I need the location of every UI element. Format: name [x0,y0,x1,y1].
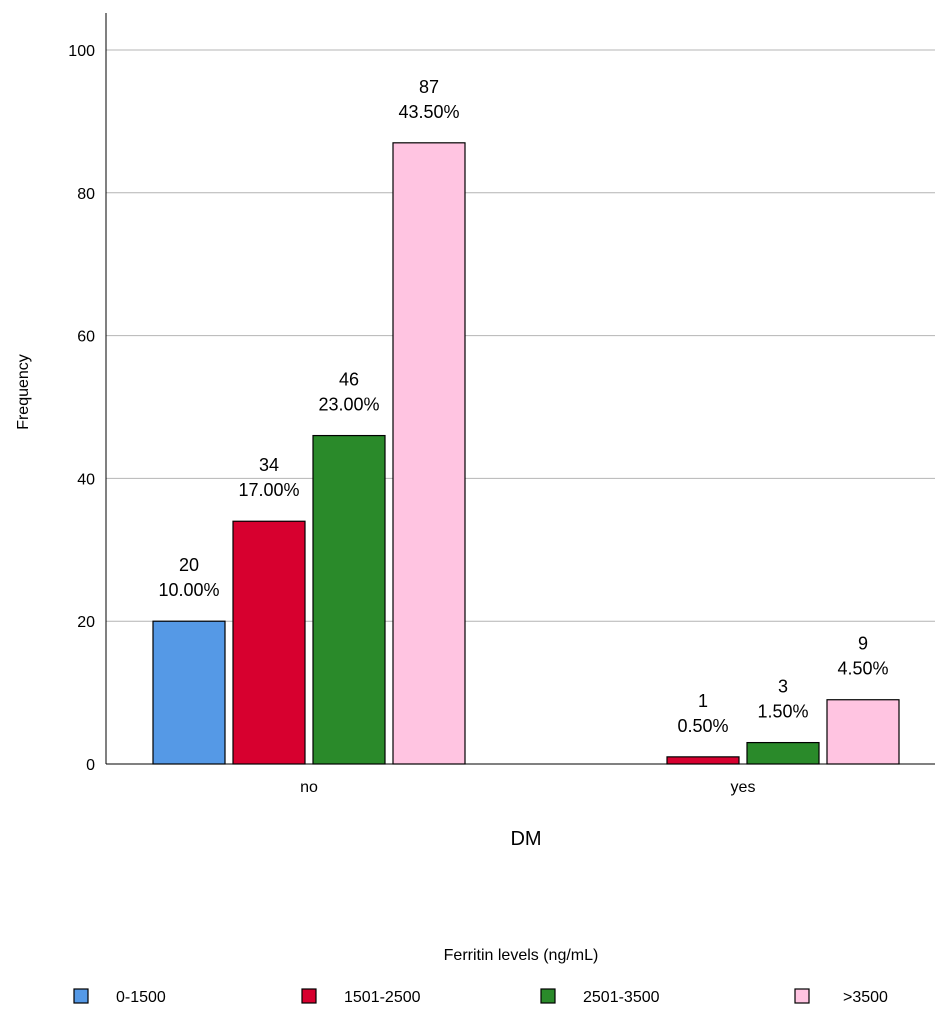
bar [232,520,306,765]
x-category-label: no [300,779,318,796]
legend-label: 2501-3500 [583,989,660,1006]
bar [312,434,386,765]
bar [666,756,740,765]
data-label-percent: 1.50% [757,702,808,722]
bar [826,699,900,765]
legend-label: 0-1500 [116,989,166,1006]
data-label-count: 46 [339,370,359,390]
legend-title: Ferritin levels (ng/mL) [444,947,599,964]
data-label-count: 9 [858,634,868,654]
bar [392,142,466,765]
bar [746,741,820,765]
bars [152,142,900,765]
legend-swatch [73,988,89,1004]
legend-label: 1501-2500 [344,989,421,1006]
data-label-percent: 23.00% [318,395,379,415]
y-axis-title: Frequency [15,354,32,430]
y-tick-label: 40 [77,471,95,488]
legend-swatch [540,988,556,1004]
data-label-percent: 0.50% [677,716,728,736]
gridlines [106,49,935,622]
legend: 0-1500 1501-2500 2501-3500 >3500 [73,988,888,1006]
x-category-label: yes [731,779,756,796]
data-label-count: 1 [698,691,708,711]
legend-swatch [794,988,810,1004]
data-label-percent: 10.00% [158,580,219,600]
y-tick-label: 100 [68,43,95,60]
data-label-percent: 17.00% [238,480,299,500]
legend-label: >3500 [843,989,888,1006]
y-tick-label: 20 [77,614,95,631]
y-tick-label: 60 [77,329,95,346]
y-tick-label: 0 [86,757,95,774]
data-label-percent: 4.50% [837,659,888,679]
data-label-count: 87 [419,77,439,97]
x-axis-title: DM [510,828,541,850]
data-label-count: 3 [778,677,788,697]
data-label-count: 34 [259,455,279,475]
data-label-count: 20 [179,555,199,575]
data-labels: 20 10.00% 34 17.00% 46 23.00% 87 43.50% 1 0.50% 3 1… [158,77,888,736]
legend-swatch [301,988,317,1004]
y-tick-label: 80 [77,186,95,203]
data-label-percent: 43.50% [398,102,459,122]
bar [152,620,226,765]
